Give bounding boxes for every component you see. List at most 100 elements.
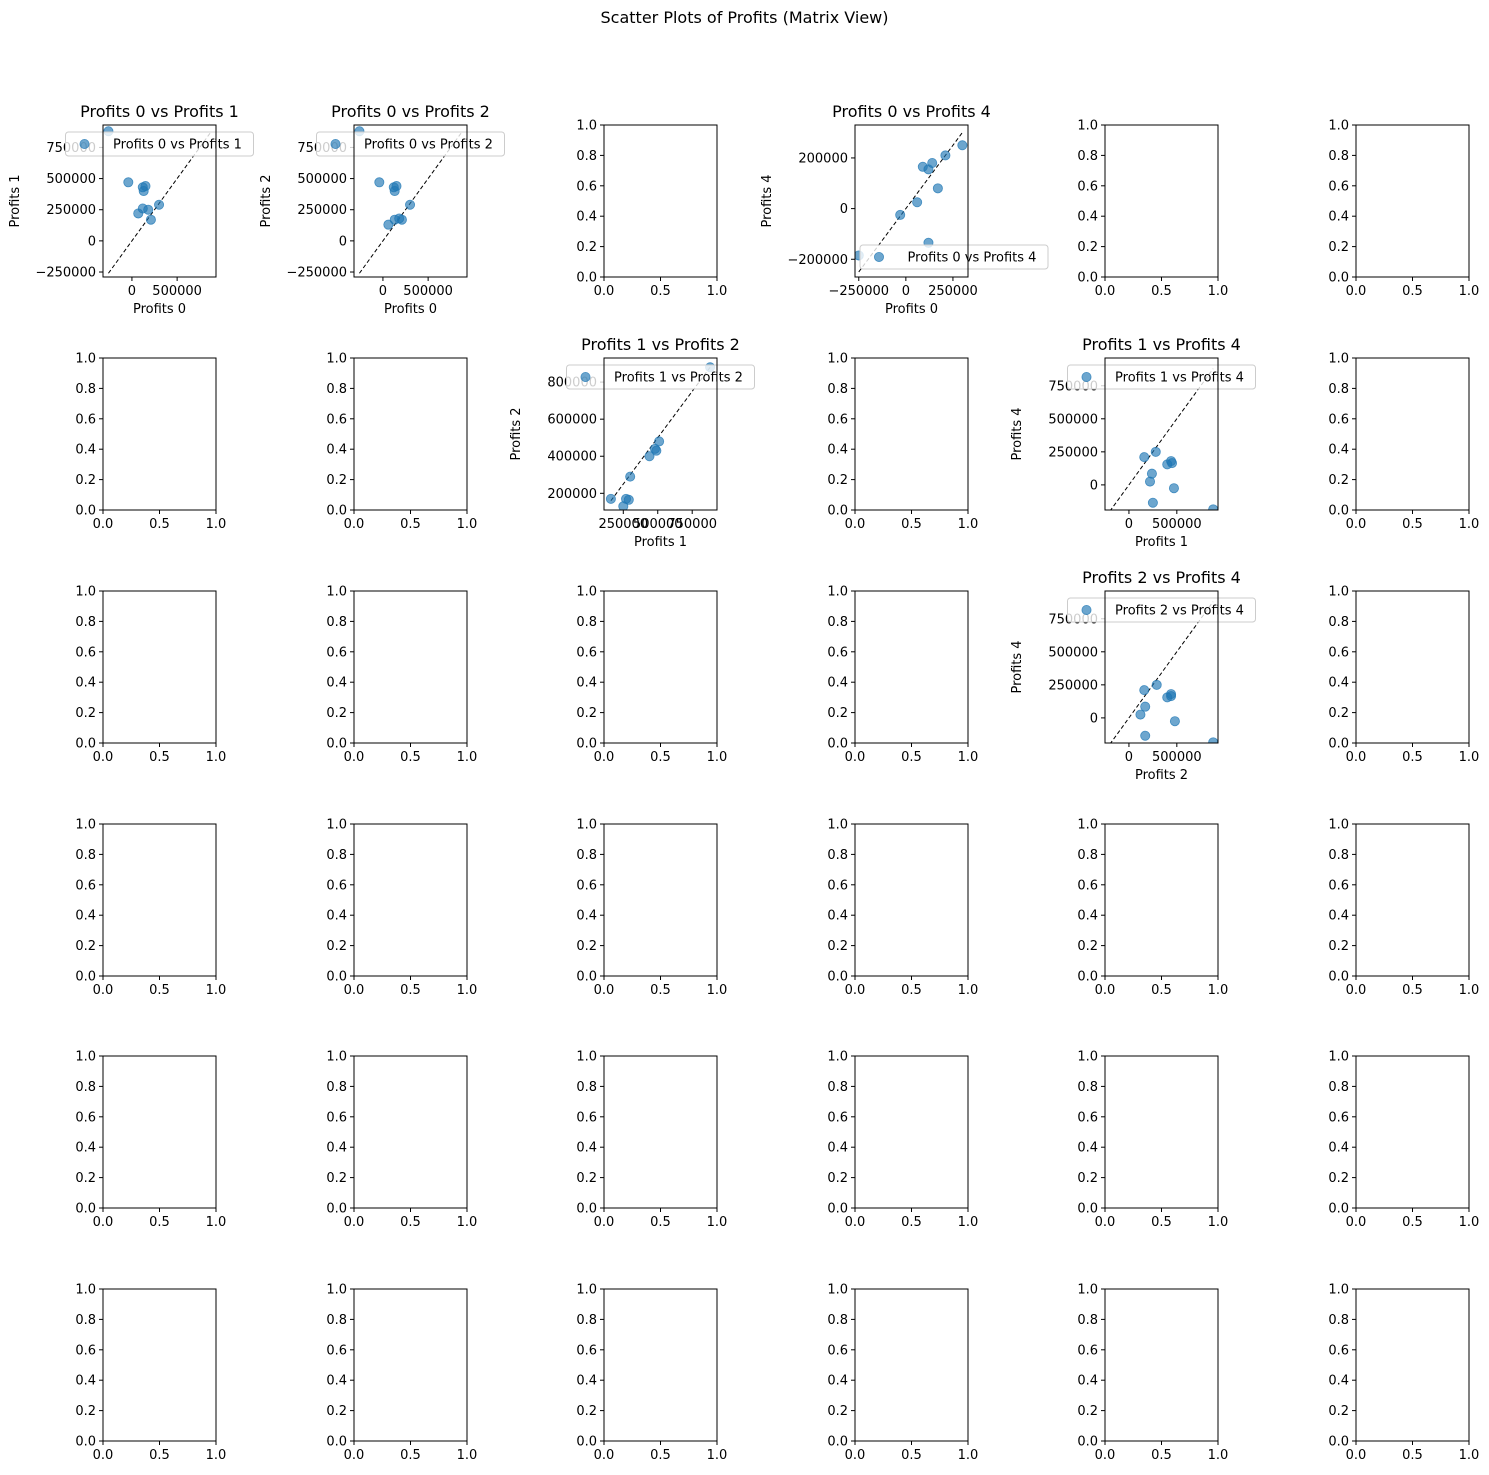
x-tick-label: 0.0 bbox=[594, 1215, 615, 1230]
x-tick-label: 0.0 bbox=[845, 750, 866, 765]
y-tick-label: 0.0 bbox=[1328, 271, 1349, 286]
scatter-point bbox=[145, 214, 156, 225]
y-tick-label: 0.4 bbox=[827, 676, 848, 691]
y-tick-label: 1.0 bbox=[1077, 1050, 1098, 1065]
y-tick-label: 0.8 bbox=[827, 615, 848, 630]
y-tick-label: 0.0 bbox=[1328, 1202, 1349, 1217]
x-tick-label: 1.0 bbox=[1459, 1448, 1480, 1463]
x-tick-label: 0.5 bbox=[650, 1215, 671, 1230]
subplot-frame bbox=[1355, 124, 1470, 278]
x-tick-label: 0 bbox=[902, 284, 910, 299]
x-tick-label: 0.0 bbox=[594, 750, 615, 765]
y-tick-label: 0.8 bbox=[1077, 848, 1098, 863]
subplot-frame bbox=[353, 1055, 468, 1209]
subplot-frame bbox=[353, 124, 468, 278]
subplot-frame bbox=[1104, 124, 1219, 278]
subplot-r3-c5: 0.0 0.5 1.0 0.0 0.2 0.4 0.6 0.8 1.0 bbox=[1328, 818, 1479, 999]
y-tick-label: 1.0 bbox=[1328, 818, 1349, 833]
y-tick-label: 200000 bbox=[798, 151, 848, 166]
x-tick-label: 0.5 bbox=[400, 1215, 421, 1230]
y-tick-label: −250000 bbox=[286, 266, 347, 281]
subplot-r3-c1: 0.0 0.5 1.0 0.0 0.2 0.4 0.6 0.8 1.0 bbox=[326, 818, 477, 999]
y-tick-label: 0.8 bbox=[1328, 615, 1349, 630]
y-tick-label: 0.0 bbox=[75, 1202, 96, 1217]
subplot-r2-c0: 0.0 0.5 1.0 0.0 0.2 0.4 0.6 0.8 1.0 bbox=[75, 585, 226, 766]
subplot-r0-c4: 0.0 0.5 1.0 0.0 0.2 0.4 0.6 0.8 1.0 bbox=[1077, 119, 1228, 300]
y-tick-label: 0.2 bbox=[75, 706, 96, 721]
y-tick-label: 0.2 bbox=[576, 939, 597, 954]
y-tick-label: 250000 bbox=[46, 203, 96, 218]
y-axis-label: Profits 4 bbox=[1010, 407, 1025, 460]
x-tick-label: 250000 bbox=[928, 284, 978, 299]
subplot-r2-c5: 0.0 0.5 1.0 0.0 0.2 0.4 0.6 0.8 1.0 bbox=[1328, 585, 1479, 766]
y-tick-label: 0.4 bbox=[1328, 1141, 1349, 1156]
x-tick-label: 0.0 bbox=[93, 983, 114, 998]
x-axis-label: Profits 2 bbox=[1135, 768, 1188, 783]
y-tick-label: 0.2 bbox=[576, 1171, 597, 1186]
scatter-point bbox=[1168, 483, 1179, 494]
subplot-frame bbox=[603, 590, 718, 744]
subplot-r4-c2: 0.0 0.5 1.0 0.0 0.2 0.4 0.6 0.8 1.0 bbox=[576, 1050, 727, 1231]
subplot-r3-c2: 0.0 0.5 1.0 0.0 0.2 0.4 0.6 0.8 1.0 bbox=[576, 818, 727, 999]
x-tick-label: 1.0 bbox=[457, 750, 478, 765]
x-tick-label: 0.0 bbox=[1346, 750, 1367, 765]
x-tick-label: 1.0 bbox=[206, 983, 227, 998]
y-tick-label: 0.8 bbox=[326, 615, 347, 630]
x-tick-label: 0.5 bbox=[901, 1448, 922, 1463]
y-tick-label: 0.0 bbox=[75, 970, 96, 985]
subplot-data bbox=[103, 126, 212, 274]
subplot-frame bbox=[102, 1055, 217, 1209]
x-tick-label: 750000 bbox=[667, 517, 717, 532]
y-tick-label: 1.0 bbox=[576, 818, 597, 833]
y-tick-label: 0.8 bbox=[75, 848, 96, 863]
subplot-frame bbox=[1104, 823, 1219, 977]
y-tick-label: 0.4 bbox=[1077, 210, 1098, 225]
y-tick-label: 0.0 bbox=[326, 1202, 347, 1217]
y-tick-label: 0.4 bbox=[75, 1374, 96, 1389]
y-tick-label: 1.0 bbox=[326, 585, 347, 600]
subplot-title: Profits 0 vs Profits 4 bbox=[832, 102, 991, 121]
y-tick-label: 1.0 bbox=[827, 1283, 848, 1298]
x-tick-label: 0.0 bbox=[344, 750, 365, 765]
x-tick-label: 0.0 bbox=[93, 517, 114, 532]
y-tick-label: 0.6 bbox=[827, 1110, 848, 1125]
y-tick-label: 0.8 bbox=[576, 848, 597, 863]
legend-box bbox=[1067, 597, 1256, 623]
subplot-r2-c4: 05000000250000500000750000Profits 2 vs P… bbox=[1010, 568, 1256, 783]
y-tick-label: 0.8 bbox=[576, 149, 597, 164]
y-tick-label: 0.0 bbox=[1328, 504, 1349, 519]
subplot-r1-c1: 0.0 0.5 1.0 0.0 0.2 0.4 0.6 0.8 1.0 bbox=[326, 352, 477, 533]
y-tick-label: 0.2 bbox=[326, 1404, 347, 1419]
y-tick-label: 0 bbox=[1090, 478, 1098, 493]
y-tick-label: 1.0 bbox=[326, 1050, 347, 1065]
x-tick-label: 0.0 bbox=[594, 983, 615, 998]
subplot-r0-c0: 0500000−2500000250000500000750000Profits… bbox=[8, 102, 254, 317]
subplot-r2-c2: 0.0 0.5 1.0 0.0 0.2 0.4 0.6 0.8 1.0 bbox=[576, 585, 727, 766]
x-tick-label: 0.0 bbox=[1346, 1215, 1367, 1230]
x-tick-label: 0.5 bbox=[1402, 750, 1423, 765]
y-tick-label: 1.0 bbox=[326, 1283, 347, 1298]
y-axis-label: Profits 2 bbox=[509, 407, 524, 460]
y-tick-label: −200000 bbox=[787, 253, 848, 268]
scatter-point bbox=[927, 157, 938, 168]
identity-reference-line bbox=[1110, 601, 1214, 743]
subplot-r4-c3: 0.0 0.5 1.0 0.0 0.2 0.4 0.6 0.8 1.0 bbox=[827, 1050, 978, 1231]
y-tick-label: 0.4 bbox=[326, 1374, 347, 1389]
subplot-frame bbox=[854, 590, 969, 744]
x-tick-label: 0.0 bbox=[845, 983, 866, 998]
y-tick-label: 0 bbox=[88, 234, 96, 249]
y-tick-label: 0.4 bbox=[576, 210, 597, 225]
scatter-point bbox=[932, 183, 943, 194]
x-tick-label: 0.0 bbox=[845, 1215, 866, 1230]
legend-marker bbox=[580, 371, 591, 382]
x-tick-label: 1.0 bbox=[457, 1215, 478, 1230]
y-tick-label: 1.0 bbox=[576, 119, 597, 134]
x-tick-label: 0.0 bbox=[344, 517, 365, 532]
x-tick-label: 1.0 bbox=[958, 983, 979, 998]
x-tick-label: 0.5 bbox=[650, 750, 671, 765]
x-tick-label: 1.0 bbox=[206, 517, 227, 532]
scatter-point bbox=[396, 214, 407, 225]
y-tick-label: 1.0 bbox=[75, 1050, 96, 1065]
y-tick-label: 0.2 bbox=[1328, 939, 1349, 954]
y-tick-label: 0.0 bbox=[827, 737, 848, 752]
